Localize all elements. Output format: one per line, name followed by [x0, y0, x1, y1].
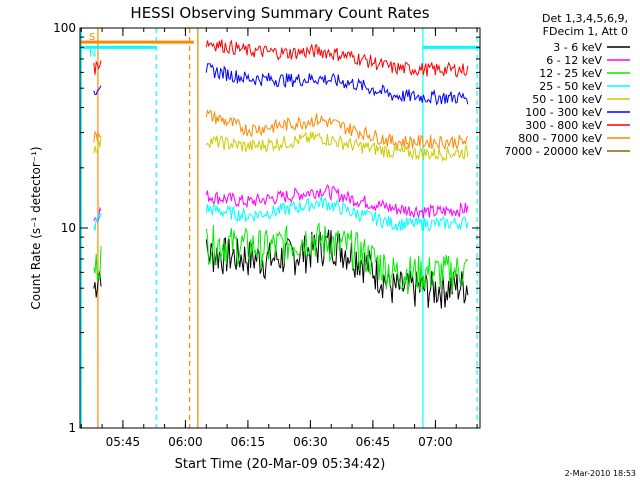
x-tick-label-1: 06:00 [168, 435, 203, 449]
legend-label-100-300-kev: 100 - 300 keV [525, 106, 602, 119]
series-segment-pre [93, 246, 102, 282]
legend-label-50-100-kev: 50 - 100 keV [532, 93, 602, 106]
legend-label-6-12-kev: 6 - 12 keV [546, 54, 602, 67]
y-tick-label-2: 100 [53, 21, 76, 35]
series-segment-pre [93, 85, 102, 96]
series-100-300-kev [93, 63, 469, 106]
flag-label-0: S [89, 32, 95, 43]
y-axis-label: Count Rate (s⁻¹ detector⁻¹) [29, 146, 43, 309]
x-tick-label-4: 06:45 [356, 435, 391, 449]
series-segment-main [205, 196, 469, 232]
flag-label-1: N [89, 48, 96, 59]
series-25-50-kev [93, 196, 469, 232]
series-segment-pre [93, 136, 102, 154]
series-segment-main [205, 131, 469, 163]
axes: 05:45 06:00 06:15 06:30 06:45 07:00 1 10 100 [53, 21, 481, 449]
series-segment-pre [93, 60, 102, 75]
series-800-7000-kev [93, 109, 469, 151]
series-segment-main [205, 222, 469, 295]
vertical-markers [80, 28, 478, 428]
x-tick-label-2: 06:15 [231, 435, 266, 449]
legend-label-300-800-kev: 300 - 800 keV [525, 119, 602, 132]
legend-label-7000-20000-kev: 7000 - 20000 keV [504, 145, 602, 158]
series-12-25-kev [93, 222, 469, 295]
y-tick-label-0: 1 [68, 421, 76, 435]
series-segment-main [205, 109, 469, 151]
series-300-800-kev [93, 39, 469, 78]
series-segment-main [205, 63, 469, 106]
x-tick-label-0: 05:45 [106, 435, 141, 449]
flag-bars: SN [80, 32, 480, 59]
series-segment-pre [93, 212, 102, 231]
chart-title: HESSI Observing Summary Count Rates [130, 4, 429, 22]
legend-label-25-50-kev: 25 - 50 keV [539, 80, 602, 93]
data-series [93, 39, 469, 309]
series-segment-main [205, 39, 469, 78]
series-segment-pre [93, 130, 102, 143]
legend: Det 1,3,4,5,6,9,FDecim 1, Att 0 3 - 6 keV… [504, 12, 630, 158]
x-tick-label-3: 06:30 [293, 435, 328, 449]
legend-header-1: FDecim 1, Att 0 [543, 25, 628, 38]
x-tick-label-5: 07:00 [418, 435, 453, 449]
series-segment-main [205, 184, 469, 219]
legend-label-3-6-kev: 3 - 6 keV [553, 41, 602, 54]
footer-timestamp: 2-Mar-2010 18:53 [565, 469, 636, 478]
legend-label-12-25-kev: 12 - 25 keV [539, 67, 602, 80]
legend-header-0: Det 1,3,4,5,6,9, [542, 12, 628, 25]
y-tick-label-1: 10 [61, 221, 76, 235]
series-50-100-kev [93, 131, 469, 163]
x-axis-label: Start Time (20-Mar-09 05:34:42) [175, 457, 386, 472]
legend-label-800-7000-kev: 800 - 7000 keV [518, 132, 602, 145]
